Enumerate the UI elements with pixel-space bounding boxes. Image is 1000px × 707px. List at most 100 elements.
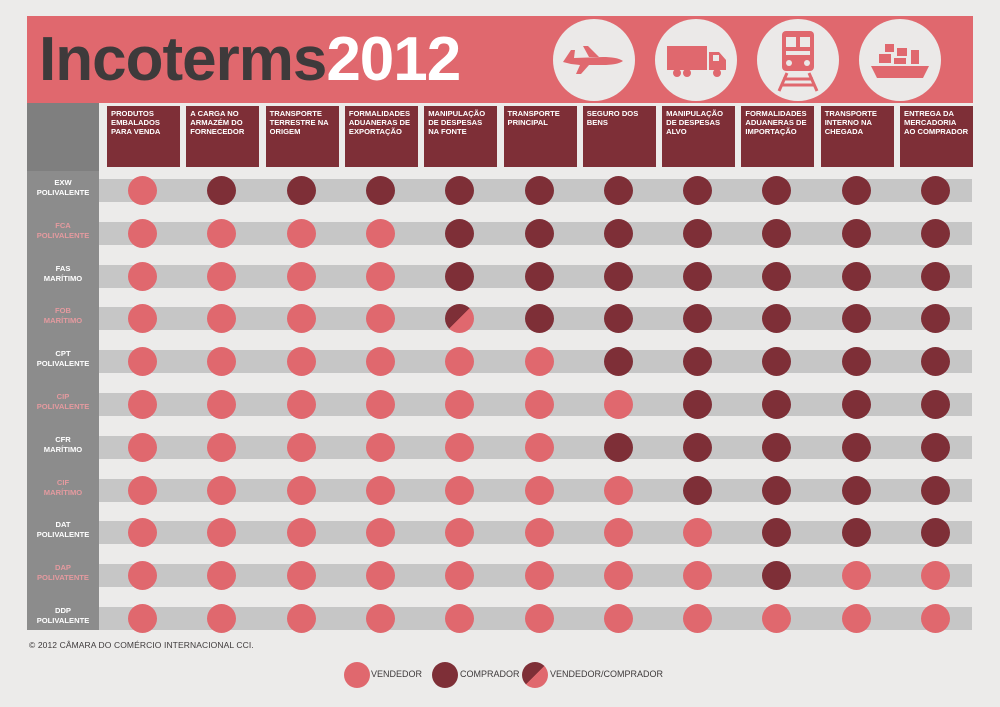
cell-dot-vendedor xyxy=(683,561,713,591)
cell-dot-vendedor xyxy=(286,347,316,377)
cell-dot-vendedor xyxy=(603,475,633,505)
row-label-cfr: CFR MARÍTIMO xyxy=(27,435,99,463)
cell-dot-vendedor xyxy=(921,561,950,591)
cell-dot-vendedor xyxy=(207,304,237,334)
cell-dot-comprador xyxy=(762,390,792,419)
cell-dot-comprador xyxy=(841,176,871,205)
cell-dot-vendedor xyxy=(365,475,395,505)
cell-dot-vendedor xyxy=(524,347,554,377)
cell-dot-comprador xyxy=(683,347,713,377)
column-header: FORMALIDADES ADUANERAS DE EXPORTAÇÃO xyxy=(344,106,418,167)
cell-dot-vendedor xyxy=(207,518,237,548)
cell-dot-comprador xyxy=(921,518,950,548)
cell-dot-vendedor xyxy=(128,347,157,377)
row-mode: MARÍTIMO xyxy=(43,444,83,454)
cell-dot-vendedor xyxy=(445,561,475,591)
cell-dot-comprador xyxy=(286,176,316,205)
cell-dot-vendedor xyxy=(365,432,395,462)
cell-dot-comprador xyxy=(683,432,713,462)
cell-dot-vendedor xyxy=(207,561,237,591)
column-header: MANIPULAÇÃO DE DESPESAS NA FONTE xyxy=(424,106,498,167)
cell-dot-vendedor xyxy=(286,475,316,505)
legend: VENDEDOR COMPRADOR VENDEDOR/COMPRADOR xyxy=(0,660,1000,690)
cell-dot-comprador xyxy=(603,218,633,248)
legend-comprador-swatch xyxy=(432,662,458,688)
cell-dot-comprador xyxy=(841,390,871,419)
row-code: FOB xyxy=(54,306,72,316)
row-mode: POLIVALENTE xyxy=(36,188,90,197)
ship-icon-badge xyxy=(859,19,941,101)
row-label-fca: FCA POLIVALENTE xyxy=(27,221,99,249)
cell-dot-comprador xyxy=(921,347,950,377)
cell-dot-comprador xyxy=(921,176,950,205)
cell-dot-comprador xyxy=(603,176,633,205)
legend-vendedor-comprador-label: VENDEDOR/COMPRADOR xyxy=(550,669,664,679)
row-code: FAS xyxy=(55,263,71,273)
row-label-column xyxy=(27,103,99,630)
cell-dot-vendedor xyxy=(365,604,395,633)
row-label-cpt: CPT POLIVALENTE xyxy=(27,349,99,377)
row-code: FCA xyxy=(55,220,71,230)
cell-dot-vendedor xyxy=(286,604,316,633)
cell-dot-vendedor xyxy=(286,218,316,248)
title-part2: 2012 xyxy=(326,25,461,94)
cell-dot-vendedor xyxy=(445,432,475,462)
row-mode: MARÍTIMO xyxy=(43,273,83,283)
cell-dot-comprador xyxy=(603,432,633,462)
cell-dot-comprador xyxy=(524,304,554,334)
cell-dot-vendedor xyxy=(603,390,633,419)
truck-icon-badge xyxy=(655,19,737,101)
airplane-icon-badge xyxy=(553,19,635,101)
cell-dot-vendedor xyxy=(445,347,475,377)
cell-dot-vendedor-comprador xyxy=(445,304,475,334)
row-mode: MARÍTIMO xyxy=(43,487,83,497)
cell-dot-comprador xyxy=(762,561,792,591)
cell-dot-vendedor xyxy=(603,518,633,548)
cell-dot-comprador xyxy=(841,475,871,505)
copyright-notice: © 2012 CÂMARA DO COMÉRCIO INTERNACIONAL … xyxy=(29,640,254,650)
cell-dot-vendedor xyxy=(524,432,554,462)
cell-dot-comprador xyxy=(207,176,237,205)
row-label-dap: DAP POLIVATENTE xyxy=(27,563,99,591)
cell-dot-comprador xyxy=(683,304,713,334)
cell-dot-vendedor xyxy=(365,561,395,591)
cell-dot-vendedor xyxy=(841,561,871,591)
cell-dot-comprador xyxy=(445,218,475,248)
cell-dot-vendedor xyxy=(128,218,157,248)
row-mode: POLIVALENTE xyxy=(36,402,90,411)
cell-dot-vendedor xyxy=(128,261,157,291)
truck-icon xyxy=(667,46,726,77)
cell-dot-comprador xyxy=(762,304,792,334)
cell-dot-vendedor xyxy=(841,604,871,633)
cell-dot-comprador xyxy=(762,432,792,462)
cell-dot-vendedor xyxy=(286,390,316,419)
cell-dot-comprador xyxy=(921,261,950,291)
row-mode: POLIVALENTE xyxy=(36,616,90,625)
row-mode: MARÍTIMO xyxy=(43,316,83,326)
cell-dot-vendedor xyxy=(445,390,475,419)
column-header: FORMALIDADES ADUANERAS DE IMPORTAÇÃO xyxy=(741,106,815,167)
cell-dot-comprador xyxy=(762,518,792,548)
cell-dot-vendedor xyxy=(365,347,395,377)
row-mode: POLIVATENTE xyxy=(36,573,90,583)
row-code: CPT xyxy=(55,349,71,359)
cell-dot-comprador xyxy=(841,218,871,248)
column-header: TRANSPORTE INTERNO NA CHEGADA xyxy=(820,106,894,167)
cell-dot-vendedor xyxy=(286,561,316,591)
cell-dot-vendedor xyxy=(128,176,157,205)
cell-dot-comprador xyxy=(524,176,554,205)
cell-dot-comprador xyxy=(683,261,713,291)
column-header: MANIPULAÇÃO DE DESPESAS ALVO xyxy=(662,106,736,167)
cell-dot-vendedor xyxy=(524,604,554,633)
cell-dot-vendedor xyxy=(524,518,554,548)
row-mode: POLIVALENTE xyxy=(36,230,90,240)
cell-dot-comprador xyxy=(603,347,633,377)
title-part1: Incoterms xyxy=(39,25,327,94)
row-code: DAP xyxy=(54,563,72,573)
cell-dot-vendedor xyxy=(286,518,316,548)
row-code: EXW xyxy=(54,178,72,187)
cell-dot-comprador xyxy=(683,176,713,205)
corner-block xyxy=(27,103,99,171)
cell-dot-comprador xyxy=(445,176,475,205)
legend-vendedor-label: VENDEDOR xyxy=(371,669,423,679)
